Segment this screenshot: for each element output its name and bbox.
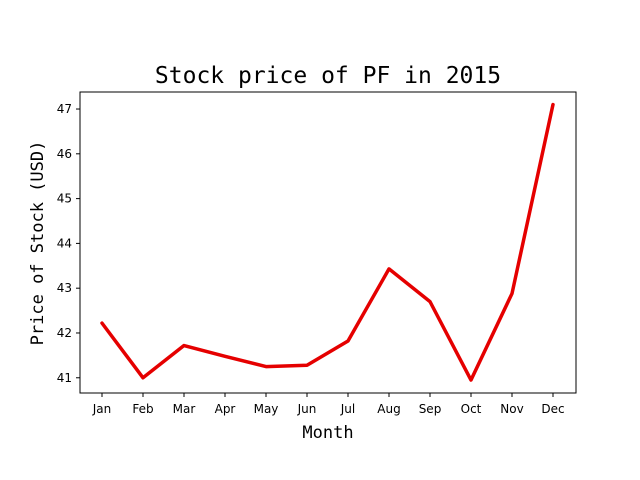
x-tick-label: Mar	[173, 402, 196, 416]
x-tick-label: Feb	[132, 402, 153, 416]
x-tick-label: Jun	[297, 402, 317, 416]
x-axis: Jan Feb Mar Apr May Jun Jul Aug Sep Oct Nov Dec	[92, 393, 565, 416]
series-line	[100, 102, 555, 382]
x-axis-label: Month	[302, 423, 353, 443]
y-tick-label: 47	[57, 102, 72, 116]
x-tick-label: Sep	[419, 402, 442, 416]
y-tick-label: 41	[57, 371, 72, 385]
y-tick-label: 42	[57, 326, 72, 340]
x-tick-label: Aug	[377, 402, 400, 416]
x-tick-label: Apr	[215, 402, 236, 416]
chart-title: Stock price of PF in 2015	[155, 63, 501, 89]
y-axis-label: Price of Stock (USD)	[28, 141, 48, 346]
series-layer	[100, 102, 555, 382]
y-tick-label: 46	[57, 147, 72, 161]
y-tick-label: 45	[57, 192, 72, 206]
x-tick-label: May	[254, 402, 279, 416]
y-tick-label: 44	[57, 236, 72, 250]
x-tick-label: Dec	[541, 402, 564, 416]
x-tick-label: Oct	[461, 402, 482, 416]
x-tick-label: Jul	[340, 402, 355, 416]
plot-area-frame	[79, 91, 577, 394]
x-tick-label: Jan	[92, 402, 112, 416]
x-tick-label: Nov	[500, 402, 523, 416]
y-tick-label: 43	[57, 281, 72, 295]
y-axis: 41 42 43 44 45 46 47	[57, 102, 80, 385]
